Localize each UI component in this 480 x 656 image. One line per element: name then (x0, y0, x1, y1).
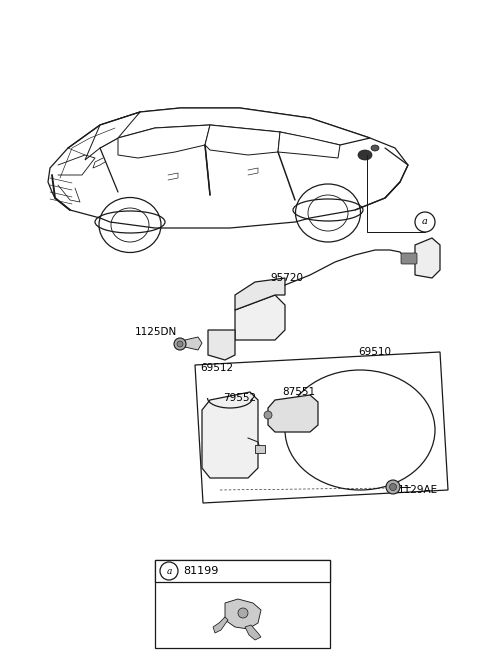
Polygon shape (278, 132, 340, 158)
Circle shape (386, 480, 400, 494)
Text: 69510: 69510 (358, 347, 391, 357)
FancyBboxPatch shape (401, 253, 417, 264)
Polygon shape (48, 108, 408, 228)
Polygon shape (415, 238, 440, 278)
Text: 1125DN: 1125DN (135, 327, 177, 337)
Polygon shape (213, 617, 228, 633)
Text: 87551: 87551 (282, 387, 315, 397)
Text: 1129AE: 1129AE (398, 485, 438, 495)
Polygon shape (100, 108, 370, 148)
FancyBboxPatch shape (155, 560, 330, 582)
Ellipse shape (214, 335, 222, 341)
Polygon shape (208, 330, 235, 360)
Circle shape (160, 562, 178, 580)
Text: 95720: 95720 (270, 273, 303, 283)
Text: a: a (166, 567, 172, 575)
Circle shape (389, 483, 396, 491)
Text: 79552: 79552 (223, 393, 256, 403)
Polygon shape (202, 392, 258, 478)
Polygon shape (245, 625, 261, 640)
Polygon shape (118, 125, 210, 158)
Polygon shape (195, 352, 448, 503)
Circle shape (264, 411, 272, 419)
Polygon shape (225, 599, 261, 629)
Text: 81199: 81199 (183, 566, 218, 576)
Ellipse shape (358, 150, 372, 160)
Polygon shape (185, 337, 202, 350)
Polygon shape (268, 395, 318, 432)
FancyBboxPatch shape (155, 560, 330, 648)
Circle shape (415, 212, 435, 232)
Polygon shape (235, 295, 285, 340)
Text: 69512: 69512 (200, 363, 233, 373)
Ellipse shape (371, 145, 379, 151)
Circle shape (174, 338, 186, 350)
Polygon shape (85, 112, 140, 160)
Ellipse shape (214, 347, 222, 353)
Polygon shape (205, 125, 280, 155)
Circle shape (177, 341, 183, 347)
Circle shape (238, 608, 248, 618)
Polygon shape (235, 278, 285, 310)
FancyBboxPatch shape (255, 445, 265, 453)
Text: a: a (422, 218, 428, 226)
